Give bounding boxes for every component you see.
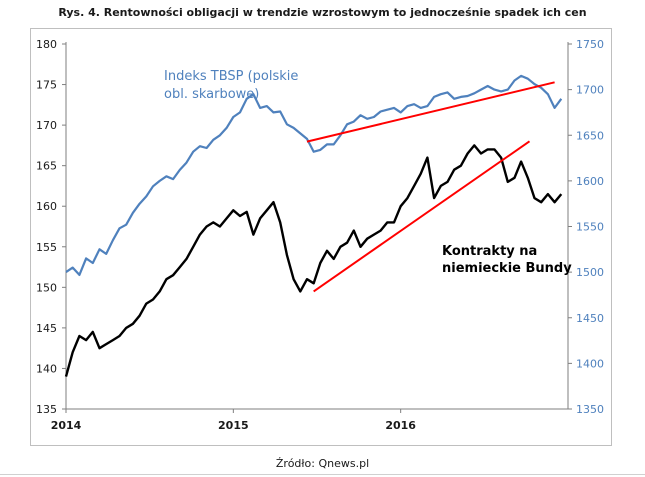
chart-source: Źródło: Qnews.pl bbox=[275, 457, 370, 470]
tbsp-series-line bbox=[65, 74, 563, 276]
y-right-tick-label: 1450 bbox=[576, 312, 604, 325]
y-left-tick-label: 165 bbox=[36, 160, 57, 173]
bund-trendline bbox=[313, 140, 531, 293]
bund-label-line1: Kontrakty na bbox=[442, 244, 537, 259]
chart-frame bbox=[30, 28, 612, 446]
bottom-divider bbox=[0, 474, 645, 475]
y-left-tick-label: 155 bbox=[36, 241, 57, 254]
y-left-tick-label: 140 bbox=[36, 362, 57, 375]
chart-axes: 135 140 145 150 155 160 165 170 175 180 1350 1400 14… bbox=[36, 38, 604, 432]
chart-trendlines bbox=[306, 81, 555, 293]
y-left-tick-label: 170 bbox=[36, 119, 57, 132]
bund-series-line bbox=[64, 144, 563, 377]
y-right-tick-label: 1350 bbox=[576, 403, 604, 416]
y-right-tick-label: 1700 bbox=[576, 84, 604, 97]
y-left-tick-label: 150 bbox=[36, 281, 57, 294]
y-right-tick-label: 1400 bbox=[576, 357, 604, 370]
y-left-tick-label: 175 bbox=[36, 79, 57, 92]
y-right-tick-label: 1600 bbox=[576, 175, 604, 188]
y-left-tick-label: 135 bbox=[36, 403, 57, 416]
chart-title: Rys. 4. Rentowności obligacji w trendzie… bbox=[58, 6, 587, 19]
y-right-tick-label: 1550 bbox=[576, 221, 604, 234]
y-right-tick-label: 1650 bbox=[576, 129, 604, 142]
chart-series-labels: Indeks TBSP (polskie obl. skarbowe) Kont… bbox=[164, 69, 572, 276]
y-left-tick-label: 160 bbox=[36, 200, 57, 213]
bund-label-line2: niemieckie Bundy bbox=[442, 261, 572, 276]
y-left-tick-label: 145 bbox=[36, 322, 57, 335]
tbsp-label-line1: Indeks TBSP (polskie bbox=[164, 69, 298, 84]
tbsp-trendline bbox=[306, 81, 555, 143]
y-left-tick-label: 180 bbox=[36, 38, 57, 51]
x-tick-label: 2015 bbox=[218, 419, 249, 432]
y-right-tick-label: 1750 bbox=[576, 38, 604, 51]
tbsp-label-line2: obl. skarbowe) bbox=[164, 87, 259, 102]
y-right-tick-label: 1500 bbox=[576, 266, 604, 279]
x-tick-label: 2014 bbox=[51, 419, 82, 432]
x-tick-label: 2016 bbox=[385, 419, 416, 432]
chart-series bbox=[64, 74, 563, 377]
